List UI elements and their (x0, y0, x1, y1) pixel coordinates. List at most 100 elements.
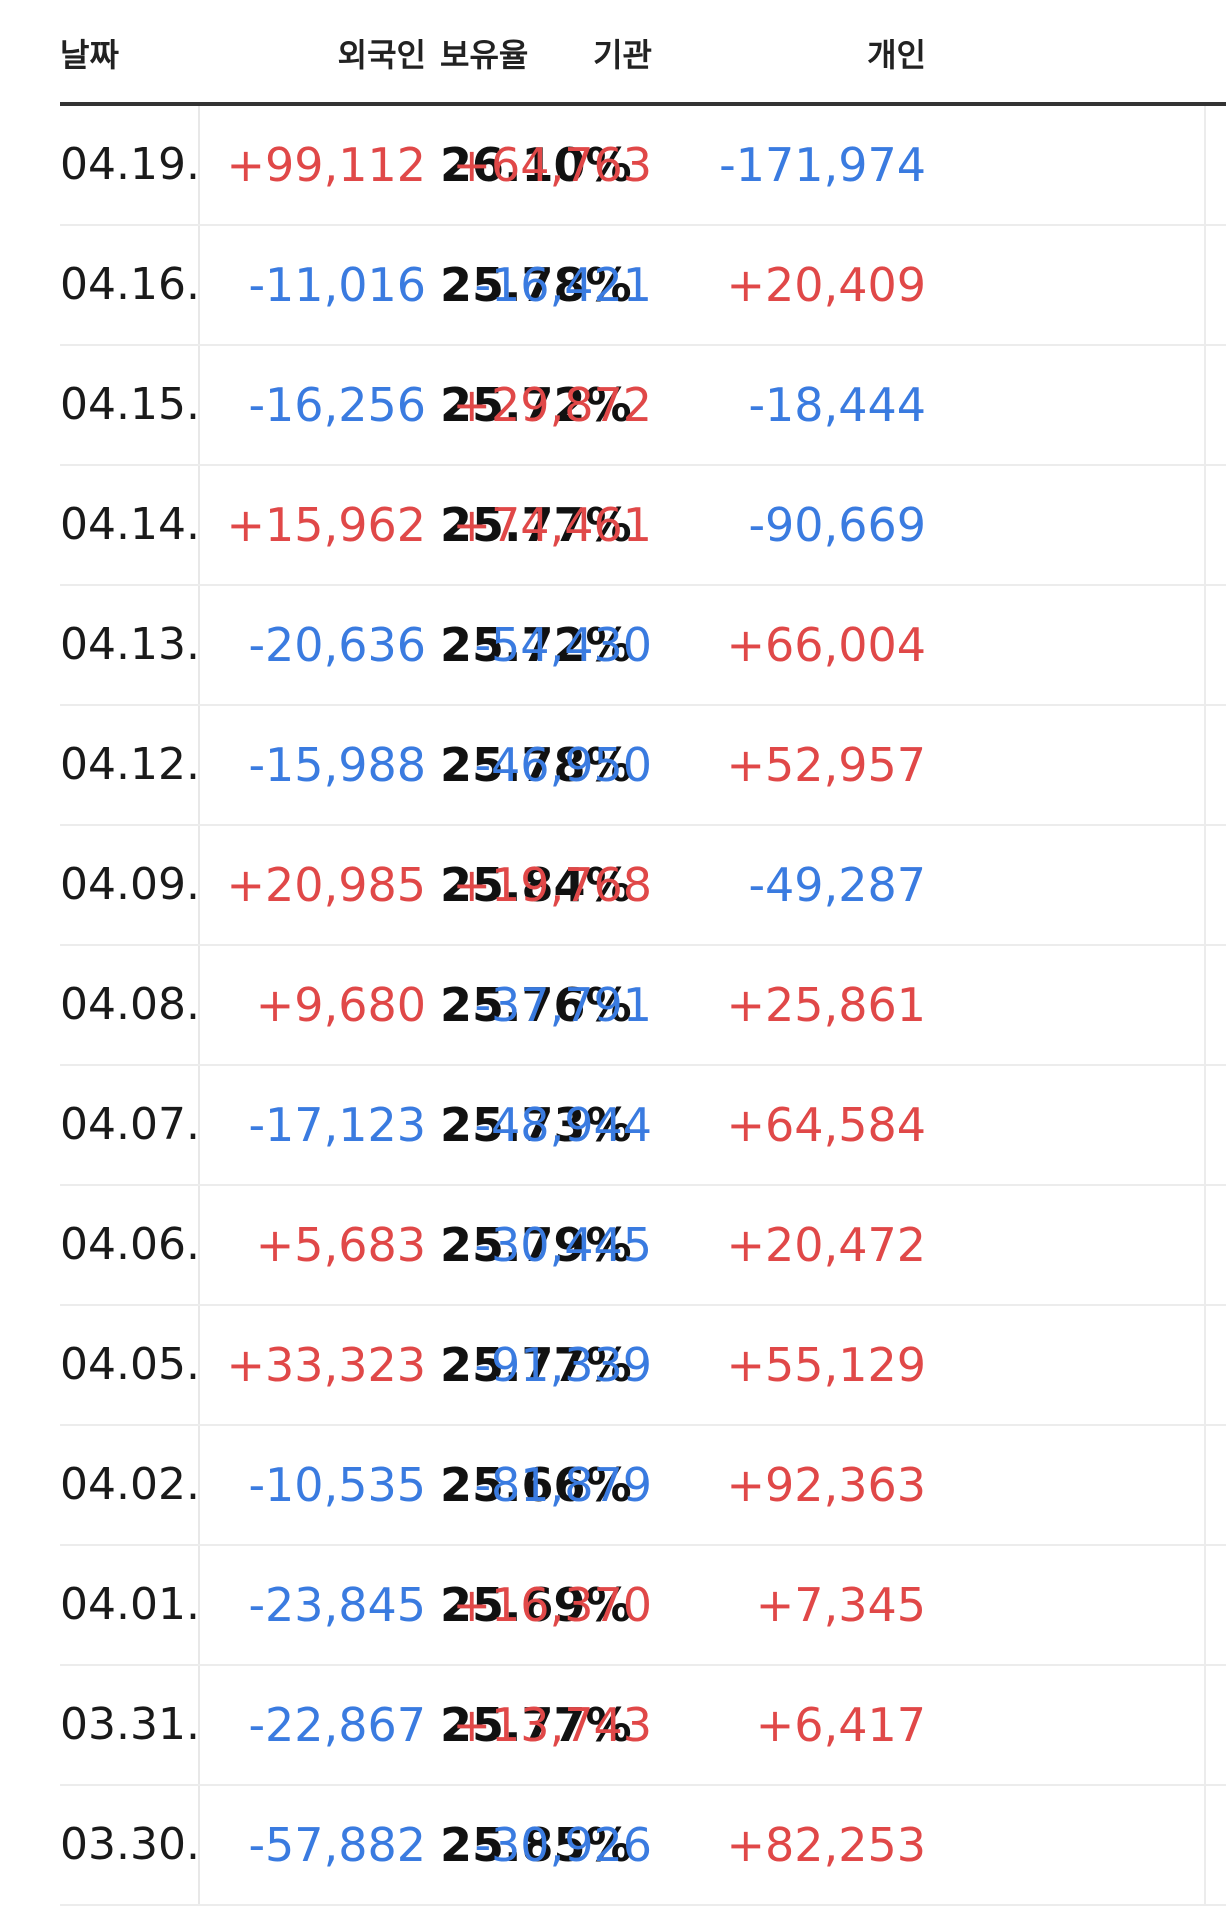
row-institution-net: -81,879 (474, 1458, 652, 1512)
row-individual-net: -171,974 (719, 138, 926, 192)
row-holding-ratio: 25.66% (440, 1458, 632, 1512)
header-foreign: 외국인 (337, 36, 426, 74)
row-foreign-net: -22,867 (248, 1698, 426, 1752)
row-date: 03.30. (60, 1786, 200, 1904)
row-holding-ratio: 25.84% (440, 858, 632, 912)
row-foreign-net: +15,962 (226, 498, 427, 552)
row-foreign-net: +20,985 (226, 858, 427, 912)
table-row: 04.05. +33,323 25.77% -91,339 +55,129 (60, 1306, 1226, 1426)
row-individual-net: +82,253 (726, 1818, 927, 1872)
table-row: 03.31. -22,867 25.77% +13,743 +6,417 (60, 1666, 1226, 1786)
row-institution-net: -30,445 (474, 1218, 652, 1272)
row-date: 04.16. (60, 226, 200, 344)
row-right-divider (1204, 1186, 1206, 1304)
row-right-divider (1204, 1546, 1206, 1664)
row-holding-ratio: 25.73% (440, 1098, 632, 1152)
row-individual-net: +64,584 (726, 1098, 927, 1152)
table-row: 04.15. -16,256 25.72% +29,872 -18,444 (60, 346, 1226, 466)
table-row: 04.16. -11,016 25.78% -16,421 +20,409 (60, 226, 1226, 346)
row-right-divider (1204, 706, 1206, 824)
table-row: 04.06. +5,683 25.79% -30,445 +20,472 (60, 1186, 1226, 1306)
row-date: 04.08. (60, 946, 200, 1064)
row-right-divider (1204, 226, 1206, 344)
row-date: 04.13. (60, 586, 200, 704)
row-date: 04.06. (60, 1186, 200, 1304)
row-individual-net: +92,363 (726, 1458, 927, 1512)
row-institution-net: -46,950 (474, 738, 652, 792)
row-individual-net: -90,669 (748, 498, 926, 552)
row-holding-ratio: 25.85% (440, 1818, 632, 1872)
row-right-divider (1204, 1066, 1206, 1184)
row-holding-ratio: 25.77% (440, 1698, 632, 1752)
row-date: 04.12. (60, 706, 200, 824)
table-row: 04.07. -17,123 25.73% -48,944 +64,584 (60, 1066, 1226, 1186)
row-date: 03.31. (60, 1666, 200, 1784)
row-right-divider (1204, 946, 1206, 1064)
row-institution-net: +74,461 (452, 498, 653, 552)
header-individual: 개인 (867, 36, 926, 74)
table-row: 04.09. +20,985 25.84% +19,768 -49,287 (60, 826, 1226, 946)
table-row: 04.01. -23,845 25.69% +16,370 +7,345 (60, 1546, 1226, 1666)
row-institution-net: -30,926 (474, 1818, 652, 1872)
row-right-divider (1204, 1666, 1206, 1784)
row-foreign-net: -15,988 (248, 738, 426, 792)
row-holding-ratio: 25.79% (440, 1218, 632, 1272)
row-holding-ratio: 25.77% (440, 1338, 632, 1392)
row-foreign-net: -57,882 (248, 1818, 426, 1872)
row-foreign-net: -16,256 (248, 378, 426, 432)
header-date: 날짜 (60, 36, 119, 74)
row-institution-net: +13,743 (452, 1698, 653, 1752)
row-right-divider (1204, 106, 1206, 224)
row-institution-net: +19,768 (452, 858, 653, 912)
table-row: 04.13. -20,636 25.72% -54,430 +66,004 (60, 586, 1226, 706)
row-holding-ratio: 25.72% (440, 378, 632, 432)
table-header: 날짜 외국인 보유율 기관 개인 (60, 0, 1226, 106)
row-right-divider (1204, 1306, 1206, 1424)
row-holding-ratio: 25.78% (440, 738, 632, 792)
table-row: 04.19. +99,112 26.10% +64,763 -171,974 (60, 106, 1226, 226)
row-date: 04.14. (60, 466, 200, 584)
row-right-divider (1204, 1786, 1206, 1904)
row-date: 04.01. (60, 1546, 200, 1664)
table-row: 03.30. -57,882 25.85% -30,926 +82,253 (60, 1786, 1226, 1906)
row-holding-ratio: 25.72% (440, 618, 632, 672)
row-foreign-net: -17,123 (248, 1098, 426, 1152)
row-foreign-net: -23,845 (248, 1578, 426, 1632)
row-institution-net: -16,421 (474, 258, 652, 312)
row-date: 04.15. (60, 346, 200, 464)
row-date: 04.05. (60, 1306, 200, 1424)
row-date: 04.09. (60, 826, 200, 944)
row-institution-net: +64,763 (452, 138, 653, 192)
table-row: 04.12. -15,988 25.78% -46,950 +52,957 (60, 706, 1226, 826)
row-right-divider (1204, 826, 1206, 944)
row-foreign-net: +33,323 (226, 1338, 427, 1392)
row-individual-net: -49,287 (748, 858, 926, 912)
row-date: 04.19. (60, 106, 200, 224)
row-institution-net: -54,430 (474, 618, 652, 672)
row-individual-net: +55,129 (726, 1338, 927, 1392)
row-foreign-net: +9,680 (255, 978, 426, 1032)
row-date: 04.02. (60, 1426, 200, 1544)
row-holding-ratio: 26.10% (440, 138, 632, 192)
row-foreign-net: -20,636 (248, 618, 426, 672)
row-right-divider (1204, 346, 1206, 464)
table-row: 04.14. +15,962 25.77% +74,461 -90,669 (60, 466, 1226, 586)
row-institution-net: -91,339 (474, 1338, 652, 1392)
row-individual-net: +66,004 (726, 618, 927, 672)
table-row: 04.08. +9,680 25.76% -37,791 +25,861 (60, 946, 1226, 1066)
header-holding-ratio: 보유율 (440, 36, 529, 74)
row-institution-net: -37,791 (474, 978, 652, 1032)
row-holding-ratio: 25.76% (440, 978, 632, 1032)
investor-trading-table: 날짜 외국인 보유율 기관 개인 04.19. +99,112 26.10% +64,… (60, 0, 1226, 1906)
row-foreign-net: -10,535 (248, 1458, 426, 1512)
table-row: 04.02. -10,535 25.66% -81,879 +92,363 (60, 1426, 1226, 1546)
row-individual-net: -18,444 (748, 378, 926, 432)
row-right-divider (1204, 1426, 1206, 1544)
table-body: 04.19. +99,112 26.10% +64,763 -171,974 04.16.… (60, 106, 1226, 1906)
row-holding-ratio: 25.77% (440, 498, 632, 552)
row-holding-ratio: 25.69% (440, 1578, 632, 1632)
row-institution-net: -48,944 (474, 1098, 652, 1152)
row-right-divider (1204, 466, 1206, 584)
row-individual-net: +52,957 (726, 738, 927, 792)
row-foreign-net: +5,683 (255, 1218, 426, 1272)
